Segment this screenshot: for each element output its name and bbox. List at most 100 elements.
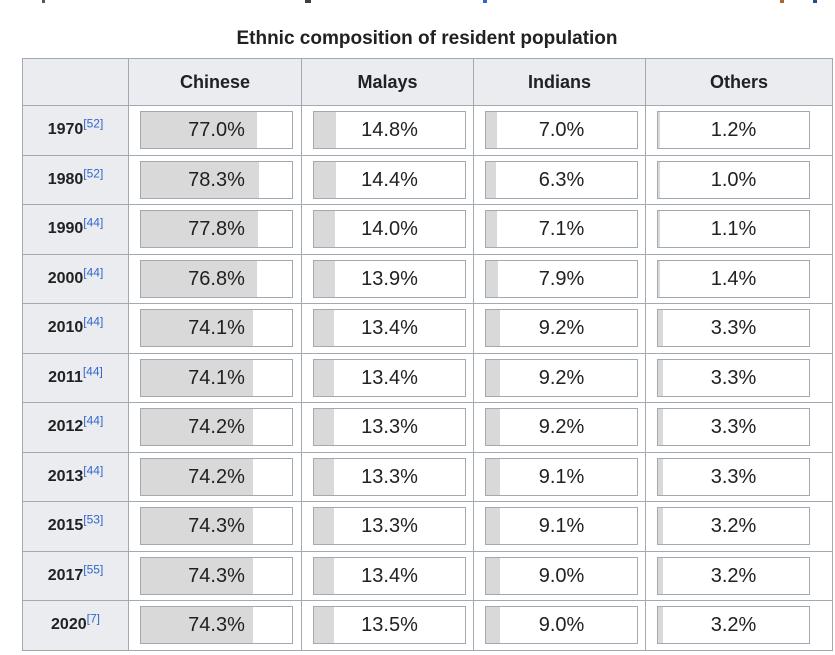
value-cell: 7.0%	[473, 105, 646, 156]
percentage-meter: 3.3%	[657, 457, 810, 496]
percentage-meter: 9.2%	[485, 309, 638, 348]
meter-fill-bar	[141, 409, 254, 446]
corner-cell	[22, 58, 129, 106]
meter-value: 3.3%	[710, 317, 757, 340]
meter-fill-bar	[658, 508, 663, 545]
meter-fill-bar	[314, 557, 335, 594]
header-row: Chinese Malays Indians Others	[22, 58, 833, 106]
value-cell: 74.2%	[128, 451, 302, 502]
year-label: 1980	[47, 170, 84, 188]
citation-link[interactable]: [44]	[82, 364, 103, 379]
value-cell: 13.4%	[301, 550, 474, 601]
meter-value: 9.1%	[538, 465, 585, 488]
value-cell: 9.2%	[473, 402, 646, 453]
value-cell: 14.0%	[301, 204, 474, 255]
percentage-meter: 14.8%	[313, 111, 466, 150]
value-cell: 76.8%	[128, 253, 302, 304]
percentage-meter: 7.0%	[485, 111, 638, 150]
meter-value: 3.3%	[710, 465, 757, 488]
percentage-meter: 77.8%	[140, 210, 293, 249]
year-label: 2015	[47, 517, 84, 535]
citation-link[interactable]: [7]	[86, 611, 100, 626]
value-cell: 3.3%	[645, 303, 833, 354]
percentage-meter: 13.3%	[313, 457, 466, 496]
year-cell: 1990[44]	[22, 204, 129, 255]
year-label: 2010	[47, 319, 84, 337]
meter-value: 77.8%	[188, 218, 245, 241]
cropped-text-remnant	[780, 0, 784, 3]
percentage-meter: 74.2%	[140, 457, 293, 496]
meter-fill-bar	[141, 112, 258, 149]
year-cell: 2012[44]	[22, 402, 129, 453]
meter-fill-bar	[658, 310, 663, 347]
meter-value: 14.8%	[361, 119, 418, 142]
meter-value: 13.4%	[361, 564, 418, 587]
table-body: 1970[52] 77.0% 14.8% 7.0% 1.2%	[22, 105, 833, 651]
citation-link[interactable]: [44]	[83, 413, 104, 428]
meter-value: 3.2%	[710, 515, 757, 538]
meter-fill-bar	[314, 112, 337, 149]
meter-value: 74.3%	[188, 515, 245, 538]
cropped-text-remnant	[305, 0, 311, 3]
percentage-meter: 3.3%	[657, 358, 810, 397]
value-cell: 9.2%	[473, 303, 646, 354]
meter-value: 3.2%	[710, 564, 757, 587]
table-row: 2012[44] 74.2% 13.3% 9.2% 3.3%	[22, 402, 833, 453]
value-cell: 74.1%	[128, 303, 302, 354]
value-cell: 7.9%	[473, 253, 646, 304]
meter-value: 14.4%	[361, 168, 418, 191]
value-cell: 3.3%	[645, 352, 833, 403]
meter-fill-bar	[486, 112, 497, 149]
citation-link[interactable]: [55]	[83, 562, 104, 577]
meter-fill-bar	[314, 508, 335, 545]
meter-fill-bar	[486, 508, 500, 545]
citation-link[interactable]: [44]	[83, 265, 104, 280]
meter-fill-bar	[141, 161, 260, 198]
meter-value: 3.2%	[710, 614, 757, 637]
value-cell: 74.3%	[128, 600, 302, 651]
value-cell: 1.1%	[645, 204, 833, 255]
value-cell: 13.4%	[301, 303, 474, 354]
value-cell: 7.1%	[473, 204, 646, 255]
value-cell: 9.2%	[473, 352, 646, 403]
value-cell: 3.3%	[645, 402, 833, 453]
percentage-meter: 7.1%	[485, 210, 638, 249]
citation-link[interactable]: [52]	[83, 166, 104, 181]
meter-value: 9.2%	[538, 317, 585, 340]
meter-fill-bar	[486, 607, 500, 644]
percentage-meter: 3.3%	[657, 408, 810, 447]
percentage-meter: 13.3%	[313, 408, 466, 447]
table-row: 2015[53] 74.3% 13.3% 9.1% 3.2%	[22, 501, 833, 552]
percentage-meter: 3.2%	[657, 606, 810, 645]
table-row: 2000[44] 76.8% 13.9% 7.9% 1.4%	[22, 253, 833, 304]
table-row: 1990[44] 77.8% 14.0% 7.1% 1.1%	[22, 204, 833, 255]
meter-value: 78.3%	[188, 168, 245, 191]
meter-fill-bar	[141, 211, 259, 248]
meter-fill-bar	[658, 458, 663, 495]
meter-value: 13.5%	[361, 614, 418, 637]
value-cell: 1.0%	[645, 154, 833, 205]
meter-fill-bar	[486, 161, 496, 198]
percentage-meter: 9.1%	[485, 507, 638, 546]
meter-value: 74.2%	[188, 416, 245, 439]
value-cell: 3.2%	[645, 600, 833, 651]
table-row: 2020[7] 74.3% 13.5% 9.0% 3.2%	[22, 600, 833, 651]
citation-link[interactable]: [53]	[83, 512, 104, 527]
year-label: 2000	[47, 269, 84, 287]
value-cell: 3.2%	[645, 501, 833, 552]
meter-value: 1.1%	[710, 218, 757, 241]
citation-link[interactable]: [44]	[83, 215, 104, 230]
meter-fill-bar	[314, 607, 335, 644]
year-cell: 2013[44]	[22, 451, 129, 502]
percentage-meter: 14.0%	[313, 210, 466, 249]
value-cell: 6.3%	[473, 154, 646, 205]
citation-link[interactable]: [44]	[83, 314, 104, 329]
citation-link[interactable]: [44]	[83, 463, 104, 478]
meter-fill-bar	[486, 211, 497, 248]
year-label: 1990	[47, 220, 84, 238]
percentage-meter: 3.3%	[657, 309, 810, 348]
meter-fill-bar	[658, 211, 660, 248]
meter-fill-bar	[314, 161, 336, 198]
value-cell: 3.2%	[645, 550, 833, 601]
citation-link[interactable]: [52]	[83, 116, 104, 131]
